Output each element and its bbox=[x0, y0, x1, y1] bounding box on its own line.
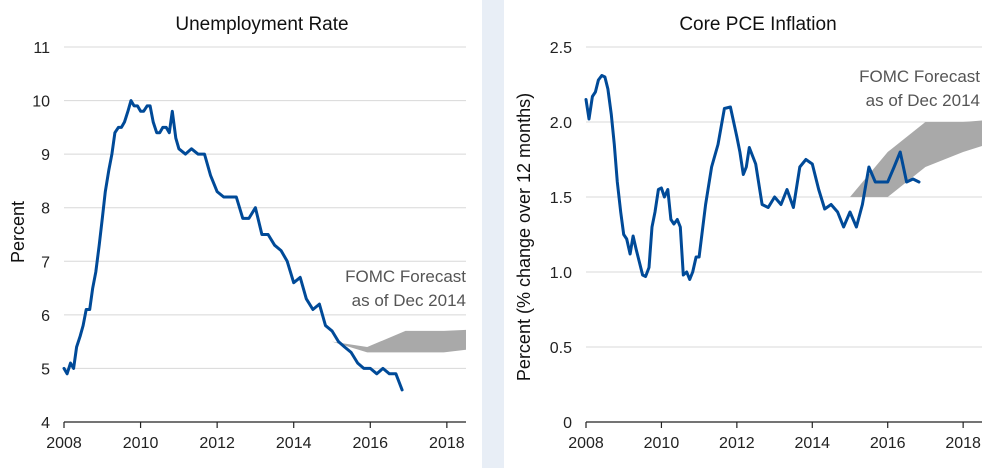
panel-divider bbox=[482, 0, 504, 468]
chart2-series-line bbox=[584, 74, 921, 281]
chart1-forecast-annotation: as of Dec 2014 bbox=[352, 291, 466, 310]
chart2-x-tick-label: 2018 bbox=[945, 435, 981, 452]
chart2-y-tick-label: 0 bbox=[563, 415, 572, 432]
chart2-title: Core PCE Inflation bbox=[679, 14, 836, 35]
chart1-forecast-band bbox=[332, 329, 466, 353]
chart1-x-tick-label: 2008 bbox=[46, 435, 82, 452]
chart2-forecast-band bbox=[850, 120, 982, 197]
chart1-y-tick-label: 10 bbox=[32, 94, 50, 111]
chart2-y-tick-label: 2.0 bbox=[550, 115, 572, 132]
chart2-y-tick-label: 1.5 bbox=[550, 190, 572, 207]
chart1-y-axis-label: Percent bbox=[8, 201, 28, 263]
chart1-x-tick-label: 2018 bbox=[429, 435, 465, 452]
chart2-x-tick-label: 2010 bbox=[644, 435, 680, 452]
chart2-x-tick-label: 2008 bbox=[568, 435, 604, 452]
chart1-y-tick-label: 7 bbox=[41, 254, 50, 271]
chart2-forecast-annotation: as of Dec 2014 bbox=[866, 91, 980, 110]
chart2-y-axis-label: Percent (% change over 12 months) bbox=[514, 93, 534, 381]
chart1-y-tick-label: 4 bbox=[41, 415, 50, 432]
chart2-x-tick-label: 2014 bbox=[794, 435, 830, 452]
chart1-y-tick-label: 11 bbox=[33, 40, 50, 57]
chart1-x-tick-label: 2012 bbox=[199, 435, 235, 452]
chart1-y-tick-label: 6 bbox=[41, 308, 50, 325]
chart1-y-tick-label: 8 bbox=[41, 201, 50, 218]
chart1-y-tick-label: 9 bbox=[41, 147, 50, 164]
chart1-forecast-annotation: FOMC Forecast bbox=[345, 267, 466, 286]
chart2-y-tick-label: 0.5 bbox=[550, 340, 572, 357]
chart1-title: Unemployment Rate bbox=[175, 14, 348, 35]
chart2-x-tick-label: 2012 bbox=[719, 435, 755, 452]
chart1-x-tick-label: 2014 bbox=[276, 435, 312, 452]
chart1-x-tick-label: 2016 bbox=[352, 435, 388, 452]
chart1-x-tick-label: 2010 bbox=[123, 435, 159, 452]
chart2-x-tick-label: 2016 bbox=[870, 435, 906, 452]
chart2-y-tick-label: 1.0 bbox=[550, 265, 572, 282]
chart1-series-line bbox=[62, 99, 404, 392]
chart1-y-tick-label: 5 bbox=[41, 361, 50, 378]
chart2-forecast-annotation: FOMC Forecast bbox=[859, 67, 980, 86]
chart2-y-tick-label: 2.5 bbox=[550, 40, 572, 57]
